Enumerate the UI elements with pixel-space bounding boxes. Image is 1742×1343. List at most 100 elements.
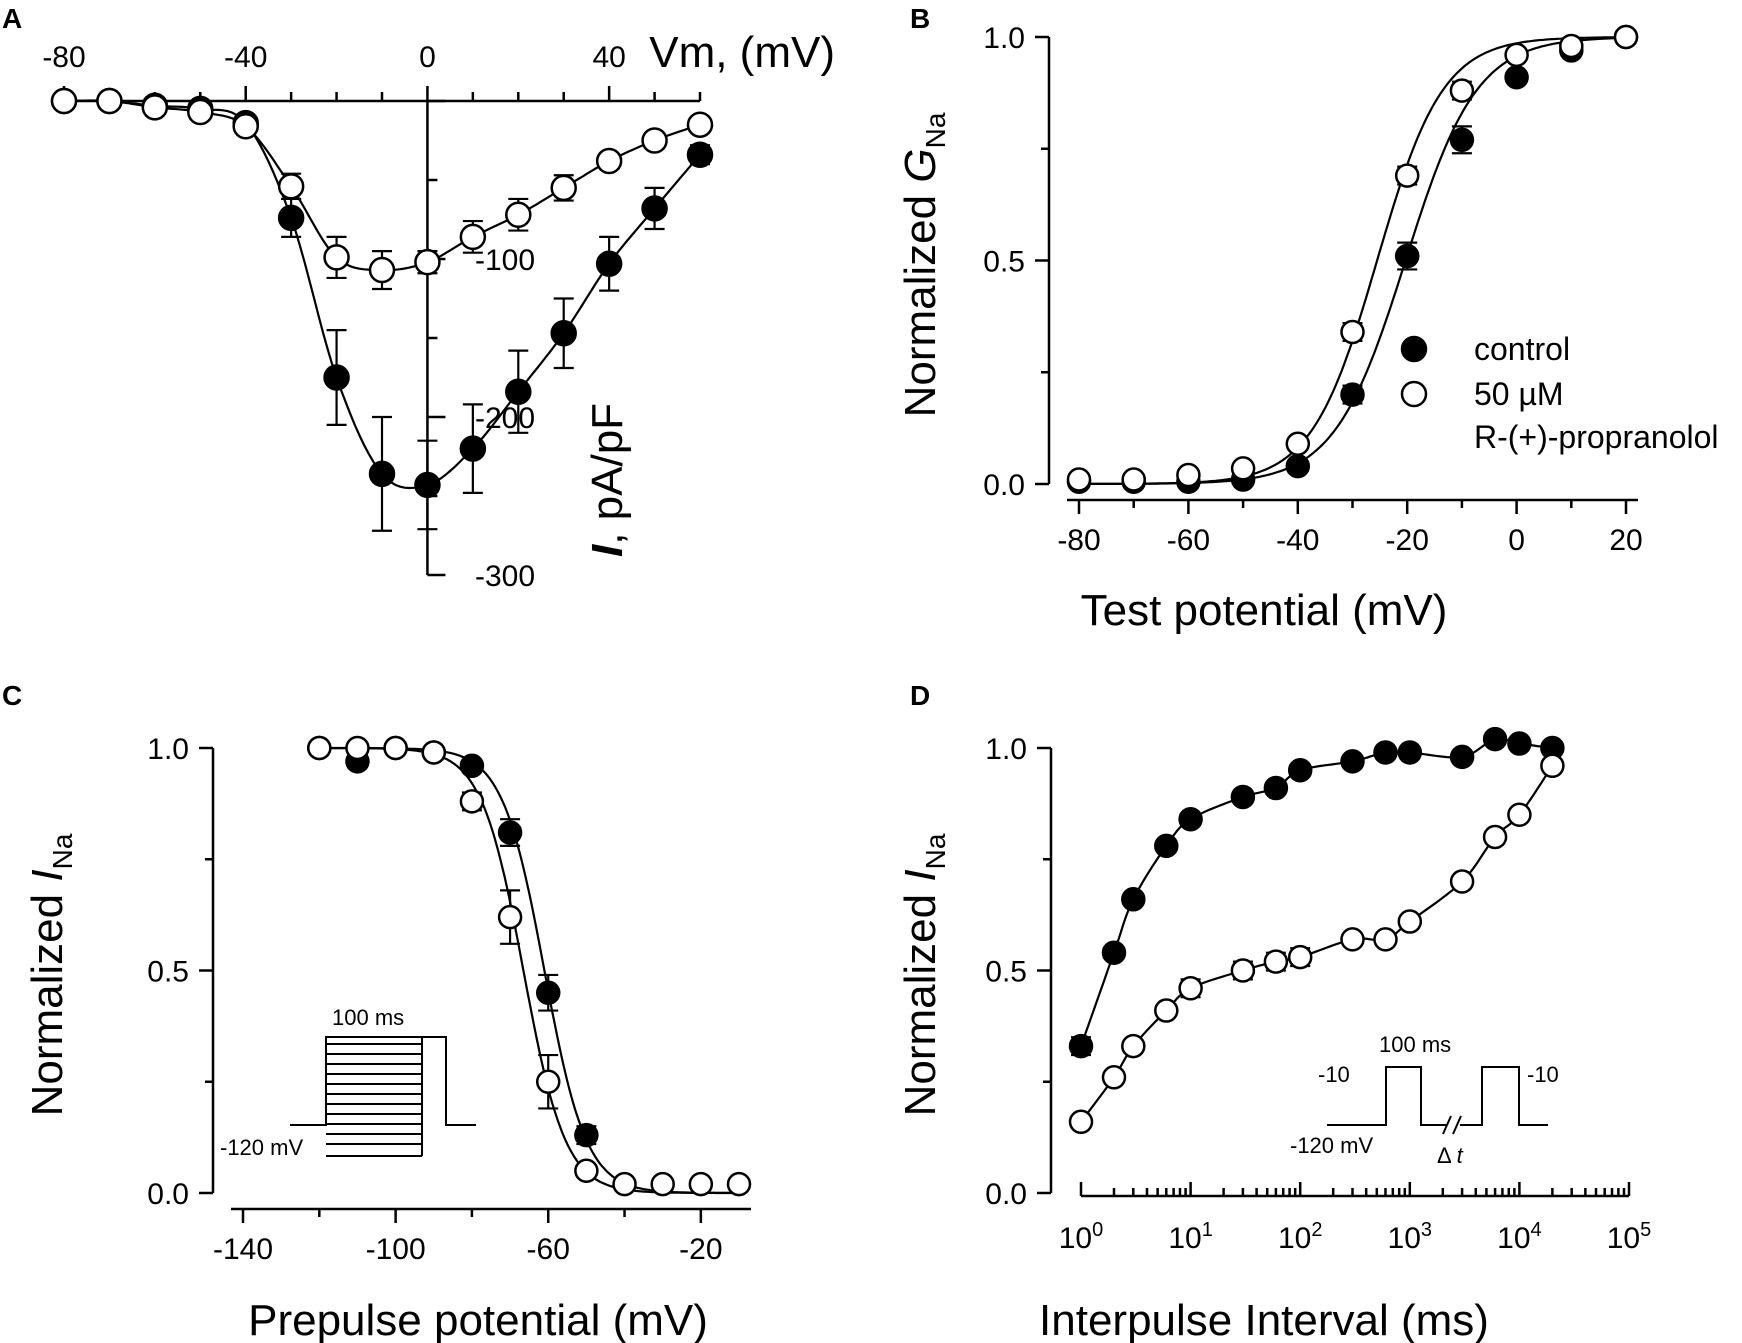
data-point-propranolol <box>650 1171 675 1197</box>
data-point-propranolol <box>1285 431 1311 457</box>
data-point-propranolol <box>50 87 78 115</box>
panel-a-iv-curve: A -80 -40 0 40 -100 -200 -300 Vm, (mV) I, pA/p… <box>2 3 835 593</box>
data-point-propranolol <box>497 904 523 930</box>
data-point-control <box>459 753 485 779</box>
fit-curve-propranolol <box>1079 36 1626 485</box>
panel-d-points <box>1068 726 1565 1135</box>
data-point-propranolol <box>535 1069 561 1094</box>
data-point-propranolol <box>1121 1033 1146 1059</box>
data-point-control <box>1449 127 1475 153</box>
data-point-propranolol <box>368 256 396 284</box>
x-tick-label-exponent: 5 <box>1640 1219 1651 1241</box>
panel-c-protocol-inset: 100 ms -120 mV <box>220 1005 476 1160</box>
x-tick-label: 102 <box>1278 1219 1323 1255</box>
x-tick-label: 100 <box>1059 1219 1104 1255</box>
data-point-control <box>1263 775 1289 801</box>
data-point-propranolol <box>595 147 623 175</box>
panel-c-letter: C <box>2 680 22 711</box>
x-tick-label: 40 <box>592 41 625 74</box>
data-point-propranolol <box>550 174 577 202</box>
data-point-control <box>505 378 532 405</box>
data-point-propranolol <box>1154 998 1179 1023</box>
data-point-propranolol <box>1176 462 1201 488</box>
y-tick-label: 1.0 <box>985 733 1027 766</box>
panel-c-points <box>307 735 752 1197</box>
data-point-propranolol <box>383 735 408 761</box>
x-tick-label: -40 <box>224 41 267 74</box>
y-tick-label: -200 <box>475 402 535 435</box>
inset-d-pulse-trace <box>1327 1066 1548 1126</box>
data-point-control <box>1373 740 1398 765</box>
x-tick-label-base: 10 <box>1278 1222 1311 1255</box>
panel-c-y-axis-subscript: Na <box>47 833 78 869</box>
x-tick-label-exponent: 1 <box>1202 1219 1213 1241</box>
data-point-control <box>1340 382 1365 407</box>
panel-c-inactivation: C -140 -100 -60 -20 0.0 0.5 1.0 Prepulse poten… <box>2 680 752 1343</box>
panel-b-activation: B -80 -60 -40 -20 0 20 0.0 0.5 1.0 Test potentia… <box>896 3 1719 635</box>
x-tick-label: 0 <box>419 41 436 74</box>
data-point-propranolol <box>686 111 714 138</box>
data-point-propranolol <box>307 735 332 761</box>
data-point-propranolol <box>96 87 123 115</box>
x-tick-label: 105 <box>1607 1219 1652 1255</box>
inset-c-prepulse-steps <box>326 1043 422 1145</box>
data-point-propranolol <box>345 735 370 761</box>
x-tick-label: -20 <box>679 1233 722 1266</box>
inset-d-left-pulse-label: -10 <box>1318 1062 1350 1087</box>
panel-b-fit-curves <box>1079 36 1627 486</box>
panel-a-x-axis-title: Vm, (mV) <box>649 28 835 77</box>
x-tick-label-base: 10 <box>1497 1222 1530 1255</box>
x-tick-label-base: 10 <box>1059 1222 1092 1255</box>
data-point-propranolol <box>726 1171 752 1197</box>
data-point-propranolol <box>1613 24 1639 50</box>
legend-label-concentration: 50 µM <box>1474 376 1564 412</box>
data-point-control <box>1121 887 1146 912</box>
panel-b-y-axis-title: Normalized GNa <box>896 112 951 417</box>
data-point-propranolol <box>277 173 305 200</box>
data-point-control <box>1068 1033 1094 1059</box>
data-point-control <box>550 320 577 347</box>
x-tick-label: -80 <box>42 41 85 74</box>
data-point-propranolol <box>1287 944 1313 970</box>
panel-d-y-axis-symbol: I <box>896 869 945 881</box>
data-point-propranolol <box>1540 753 1565 779</box>
legend-label-drug: R-(+)-propranolol <box>1474 419 1719 455</box>
inset-d-holding-label: -120 mV <box>1290 1133 1373 1158</box>
data-point-propranolol <box>414 248 441 276</box>
panel-d-y-axis-title: Normalized INa <box>896 833 951 1116</box>
data-point-propranolol <box>1066 467 1092 492</box>
data-point-propranolol <box>688 1171 714 1197</box>
panel-d-y-axis-subscript: Na <box>920 833 951 869</box>
data-point-control <box>459 435 487 462</box>
panel-a-points <box>50 87 714 532</box>
data-point-propranolol <box>141 94 169 121</box>
y-tick-label: 1.0 <box>983 22 1025 55</box>
panel-b-x-axis-title: Test potential (mV) <box>1081 586 1448 635</box>
x-tick-label-base: 10 <box>1388 1222 1421 1255</box>
data-point-control <box>1101 940 1127 965</box>
x-tick-label: -60 <box>1167 524 1210 557</box>
data-point-propranolol <box>505 201 532 229</box>
x-tick-label-exponent: 0 <box>1092 1219 1103 1241</box>
data-point-propranolol <box>1101 1065 1127 1090</box>
data-point-propranolol <box>1394 163 1420 188</box>
panel-a-y-axis-title: I, pA/pF <box>583 403 632 557</box>
panel-b-tick-labels: -80 -60 -40 -20 0 20 0.0 0.5 1.0 <box>983 22 1642 557</box>
y-tick-label: 0.5 <box>983 246 1025 279</box>
curve-control <box>1079 737 1553 1047</box>
legend-marker-propranolol <box>1400 380 1428 408</box>
fit-curve-control <box>319 746 739 1195</box>
panel-c-y-axis-prefix: Normalized <box>23 882 72 1117</box>
data-point-propranolol <box>323 244 350 271</box>
data-point-propranolol <box>1263 949 1289 974</box>
x-tick-label-base: 10 <box>1607 1222 1640 1255</box>
data-point-control <box>1482 726 1508 752</box>
panel-b-y-axis-subscript: Na <box>920 112 951 148</box>
data-point-propranolol <box>421 740 447 765</box>
data-point-propranolol <box>1559 33 1584 59</box>
data-point-control <box>323 364 350 391</box>
data-point-propranolol <box>574 1158 599 1183</box>
x-tick-label: -60 <box>527 1233 570 1266</box>
data-point-propranolol <box>1504 42 1529 68</box>
panel-a-letter: A <box>2 3 22 34</box>
